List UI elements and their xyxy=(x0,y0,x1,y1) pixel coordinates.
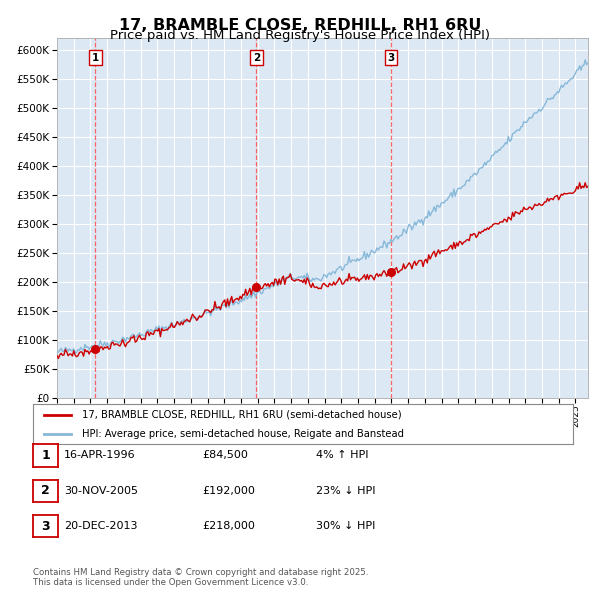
Text: 3: 3 xyxy=(388,53,395,63)
Text: 30-NOV-2005: 30-NOV-2005 xyxy=(64,486,138,496)
Text: £192,000: £192,000 xyxy=(202,486,255,496)
Text: 20-DEC-2013: 20-DEC-2013 xyxy=(64,522,138,531)
Text: Contains HM Land Registry data © Crown copyright and database right 2025.
This d: Contains HM Land Registry data © Crown c… xyxy=(33,568,368,587)
Text: 2: 2 xyxy=(41,484,50,497)
Text: £84,500: £84,500 xyxy=(202,451,248,460)
Text: HPI: Average price, semi-detached house, Reigate and Banstead: HPI: Average price, semi-detached house,… xyxy=(82,429,404,438)
Text: 1: 1 xyxy=(41,449,50,462)
Text: 17, BRAMBLE CLOSE, REDHILL, RH1 6RU (semi-detached house): 17, BRAMBLE CLOSE, REDHILL, RH1 6RU (sem… xyxy=(82,410,401,420)
Text: Price paid vs. HM Land Registry's House Price Index (HPI): Price paid vs. HM Land Registry's House … xyxy=(110,30,490,42)
Text: 2: 2 xyxy=(253,53,260,63)
Text: 4% ↑ HPI: 4% ↑ HPI xyxy=(316,451,368,460)
Text: 1: 1 xyxy=(92,53,99,63)
Text: 23% ↓ HPI: 23% ↓ HPI xyxy=(316,486,376,496)
Text: 30% ↓ HPI: 30% ↓ HPI xyxy=(316,522,376,531)
Text: 3: 3 xyxy=(41,520,50,533)
Text: 17, BRAMBLE CLOSE, REDHILL, RH1 6RU: 17, BRAMBLE CLOSE, REDHILL, RH1 6RU xyxy=(119,18,481,32)
Text: 16-APR-1996: 16-APR-1996 xyxy=(64,451,136,460)
Text: £218,000: £218,000 xyxy=(202,522,255,531)
